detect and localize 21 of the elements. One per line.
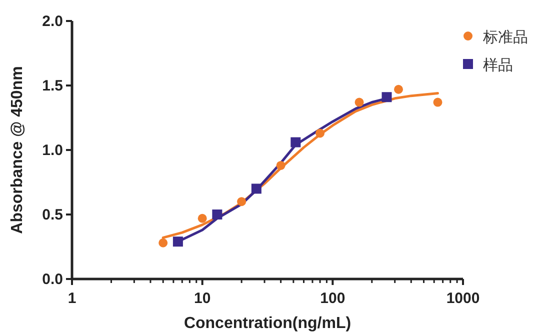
x-tick-label: 100 (320, 290, 346, 307)
point (237, 197, 246, 206)
point (158, 238, 168, 248)
x-tick-label: 10 (194, 290, 211, 307)
y-tick-label: 1.0 (42, 142, 63, 159)
point (394, 84, 404, 94)
point (354, 98, 364, 107)
y-tick-label: 1.5 (42, 78, 63, 94)
point (276, 160, 286, 170)
legend-label: 样品 (483, 57, 513, 74)
x-tick-label: 1 (68, 290, 76, 307)
point (433, 98, 442, 107)
point (316, 128, 325, 138)
x-axis-title: Concentration(ng/mL) (184, 315, 352, 332)
y-tick-label: 0.5 (42, 206, 63, 224)
x-tick-label: 1000 (446, 290, 480, 307)
y-tick-label: 0.0 (42, 271, 63, 288)
y-tick-label: 2.0 (42, 13, 63, 30)
legend-label: 标准品 (482, 29, 528, 46)
y-axis-title: Absorbance @ 450nm (9, 66, 26, 234)
point (198, 214, 207, 223)
